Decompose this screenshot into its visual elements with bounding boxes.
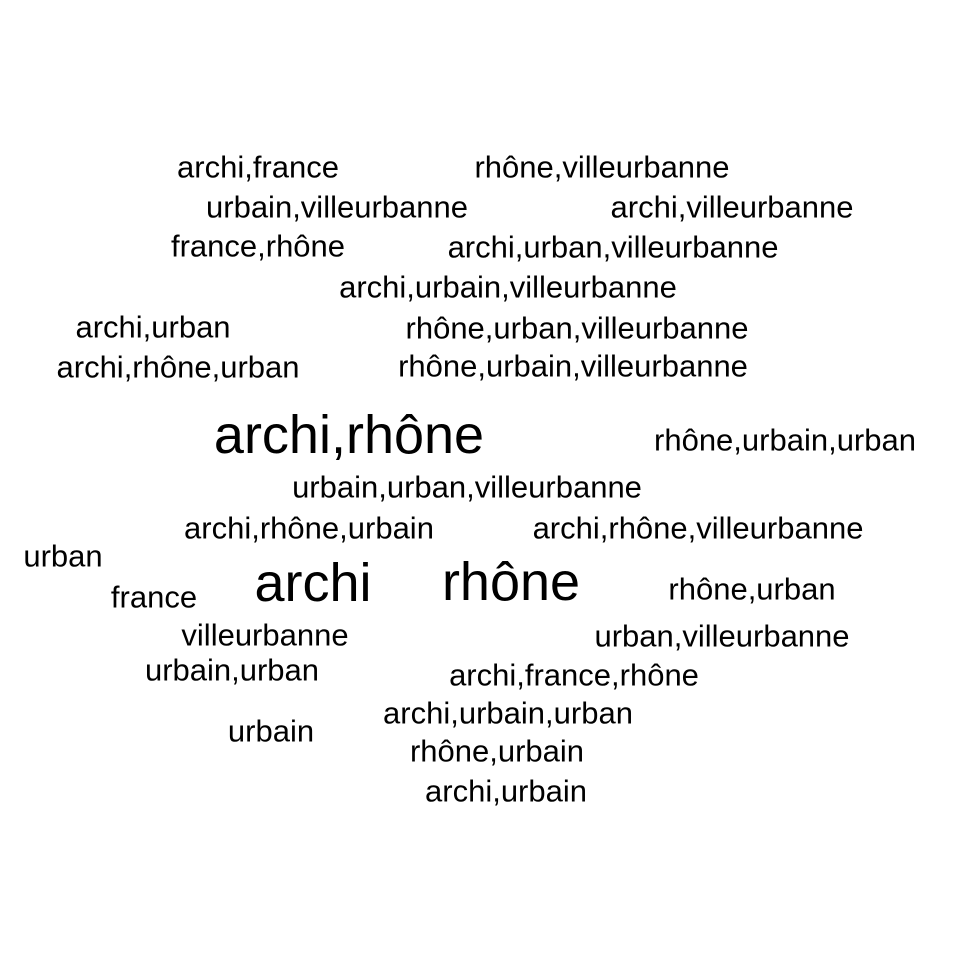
word-rhone-urban-villeurbanne: rhône,urban,villeurbanne [405, 310, 749, 346]
word-archi-rhone-urban: archi,rhône,urban [56, 349, 300, 385]
word-urban-villeurbanne: urban,villeurbanne [594, 618, 850, 654]
word-rhone-urban: rhône,urban [668, 571, 836, 607]
word-archi-rhone-urbain: archi,rhône,urbain [184, 510, 434, 546]
word-urbain: urbain [227, 713, 315, 749]
word-france: france [110, 579, 198, 615]
word-archi-rhone-villeurbanne: archi,rhône,villeurbanne [532, 510, 864, 546]
word-archi-urbain-urban: archi,urbain,urban [383, 695, 633, 731]
word-villeurbanne: villeurbanne [181, 617, 349, 653]
word-rhone: rhône [441, 552, 581, 612]
word-archi: archi [254, 553, 372, 613]
word-archi-urbain: archi,urbain [425, 773, 587, 809]
word-archi-urbain-villeurbanne: archi,urbain,villeurbanne [339, 269, 677, 305]
word-rhone-urbain-urban: rhône,urbain,urban [654, 422, 916, 458]
word-rhone-urbain-villeurbanne: rhône,urbain,villeurbanne [398, 348, 748, 384]
word-archi-urban-villeurbanne: archi,urban,villeurbanne [447, 229, 779, 265]
word-urbain-urban: urbain,urban [144, 652, 320, 688]
word-france-rhone: france,rhône [170, 228, 346, 264]
word-urbain-urban-villeurbanne: urbain,urban,villeurbanne [292, 469, 642, 505]
word-archi-rhone: archi,rhône [213, 405, 485, 465]
word-rhone-villeurbanne: rhône,villeurbanne [474, 149, 730, 185]
word-urban: urban [23, 538, 103, 574]
word-archi-villeurbanne: archi,villeurbanne [610, 189, 854, 225]
word-urbain-villeurbanne: urbain,villeurbanne [206, 189, 468, 225]
word-rhone-urbain: rhône,urbain [409, 733, 585, 769]
word-archi-france-rhone: archi,france,rhône [449, 657, 699, 693]
word-archi-france: archi,france [177, 149, 339, 185]
word-archi-urban: archi,urban [75, 309, 231, 345]
